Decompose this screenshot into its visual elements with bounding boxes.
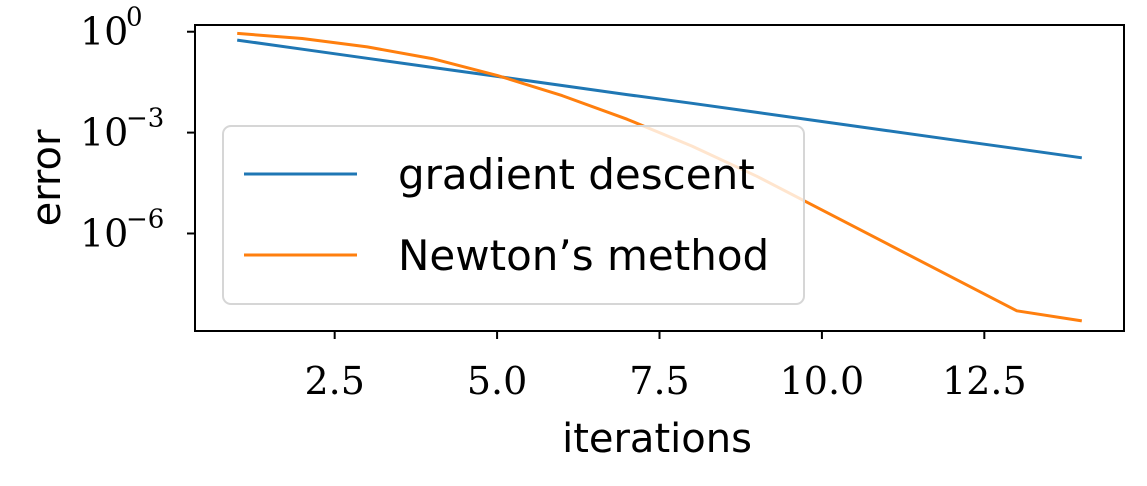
legend-box xyxy=(222,125,805,305)
y-axis-label: error xyxy=(24,129,70,226)
legend-label-newtons-method: Newton’s method xyxy=(398,231,769,280)
legend-label-gradient-descent: gradient descent xyxy=(398,150,755,199)
legend: gradient descent Newton’s method xyxy=(222,125,805,305)
y-tick-label-exponent: −3 xyxy=(126,104,164,134)
x-axis-ticks: 2.5 5.0 7.5 10.0 12.5 xyxy=(304,331,1027,403)
x-tick-label: 2.5 xyxy=(304,359,364,403)
y-tick-label-base: 10 xyxy=(80,211,128,255)
x-tick-label: 7.5 xyxy=(629,359,689,403)
series-line-gradient-descent xyxy=(236,38,1083,160)
x-tick-label: 5.0 xyxy=(467,359,527,403)
y-tick-label-base: 10 xyxy=(80,10,128,54)
x-tick-label: 10.0 xyxy=(780,359,865,403)
y-tick-label-exponent: 0 xyxy=(126,3,143,33)
x-axis-label: iterations xyxy=(562,416,752,462)
y-tick-label-base: 10 xyxy=(80,111,128,155)
y-tick-label-exponent: −6 xyxy=(126,204,164,234)
x-tick-label: 12.5 xyxy=(942,359,1027,403)
